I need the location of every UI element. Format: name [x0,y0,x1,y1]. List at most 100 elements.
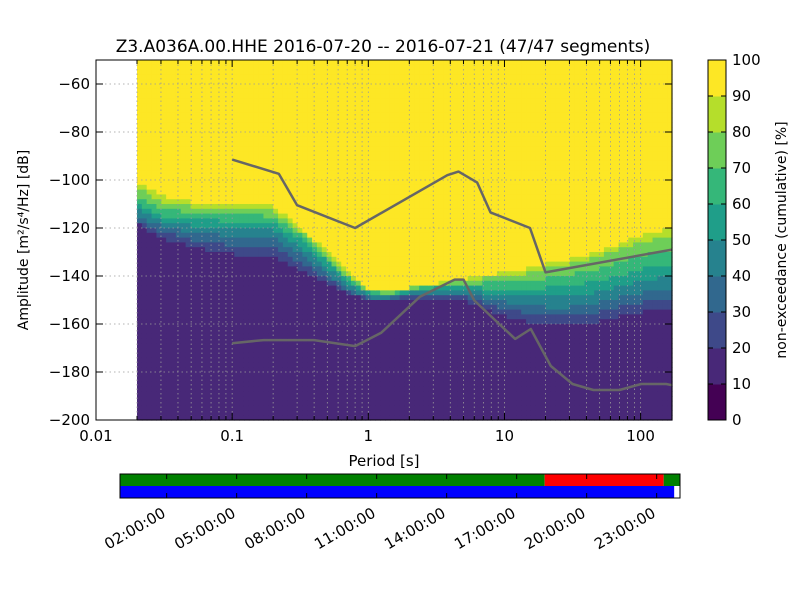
heatmap-cell [453,74,459,80]
heatmap-cell [370,117,376,123]
heatmap-cell [419,79,425,85]
heatmap-cell [423,285,430,291]
heatmap-cell [185,367,192,373]
heatmap-cell [287,175,294,181]
heatmap-cell [190,300,196,306]
heatmap-cell [200,285,206,291]
heatmap-cell [385,204,391,210]
heatmap-cell [326,103,333,109]
heatmap-cell [209,309,216,315]
heatmap-cell [195,400,201,407]
heatmap-cell [341,381,347,387]
heatmap-cell [438,405,444,411]
heatmap-cell [423,60,430,66]
heatmap-cell [428,189,435,195]
heatmap-cell [385,194,391,200]
heatmap-cell [268,362,274,368]
heatmap-cell [302,367,308,373]
heatmap-cell [297,367,303,373]
heatmap-cell [297,103,303,109]
heatmap-cell [263,132,269,138]
heatmap-cell [175,74,182,80]
heatmap-cell [234,357,240,363]
heatmap-cell [136,88,143,95]
heatmap-cell [307,271,313,277]
heatmap-cell [433,189,440,195]
heatmap-cell [268,132,274,138]
heatmap-cell [453,300,459,306]
heatmap-cell [141,122,148,128]
heatmap-cell [273,160,279,167]
heatmap-cell [205,88,211,95]
heatmap-cell [190,314,196,320]
heatmap-cell [297,242,303,248]
heatmap-cell [243,372,250,378]
heatmap-cell [234,324,240,330]
heatmap-cell [326,405,333,411]
heatmap-cell [205,386,211,392]
heatmap-cell [370,357,376,363]
heatmap-cell [375,247,381,253]
heatmap-cell [326,108,333,114]
heatmap-cell [307,175,313,181]
heatmap-cell [282,98,289,104]
heatmap-cell [190,295,196,301]
heatmap-cell [156,256,162,263]
heatmap-cell [331,151,337,157]
heatmap-cell [443,199,449,205]
heatmap-cell [239,280,245,287]
heatmap-cell [302,290,308,296]
heatmap-cell [346,304,352,311]
heatmap-cell [229,271,235,277]
heatmap-cell [224,98,230,104]
heatmap-cell [263,252,269,258]
heatmap-cell [399,112,406,119]
heatmap-cell [360,122,367,128]
heatmap-cell [404,151,410,157]
heatmap-cell [136,276,143,282]
heatmap-cell [312,165,318,171]
heatmap-cell [156,180,162,186]
heatmap-cell [219,175,226,181]
heatmap-cell [394,386,401,392]
heatmap-cell [409,232,415,239]
heatmap-cell [385,295,391,301]
heatmap-cell [326,319,333,325]
heatmap-cell [239,367,245,373]
heatmap-cell [195,319,201,325]
heatmap-cell [282,132,289,138]
heatmap-cell [336,132,342,138]
heatmap-cell [326,276,333,282]
heatmap-cell [360,127,367,133]
heatmap-cell [375,381,381,387]
heatmap-cell [350,141,357,147]
heatmap-cell [258,348,265,354]
heatmap-cell [428,127,435,133]
heatmap-cell [229,127,235,133]
heatmap-cell [209,304,216,311]
heatmap-cell [219,60,226,66]
heatmap-cell [166,112,172,119]
heatmap-cell [414,391,420,397]
heatmap-cell [380,290,386,296]
heatmap-cell [316,319,323,325]
heatmap-cell [380,376,386,383]
heatmap-cell [146,204,153,210]
heatmap-cell [209,69,216,75]
heatmap-cell [151,213,158,219]
heatmap-cell [248,194,255,200]
heatmap-cell [243,146,250,152]
heatmap-cell [316,112,323,119]
heatmap-cell [292,132,299,138]
heatmap-cell [253,136,260,143]
heatmap-cell [302,84,308,90]
heatmap-cell [243,213,250,219]
heatmap-cell [399,141,406,147]
heatmap-cell [141,300,148,306]
heatmap-cell [171,127,177,133]
heatmap-cell [297,122,303,128]
heatmap-cell [399,175,406,181]
heatmap-cell [151,132,158,138]
heatmap-cell [239,333,245,339]
heatmap-cell [409,208,415,215]
